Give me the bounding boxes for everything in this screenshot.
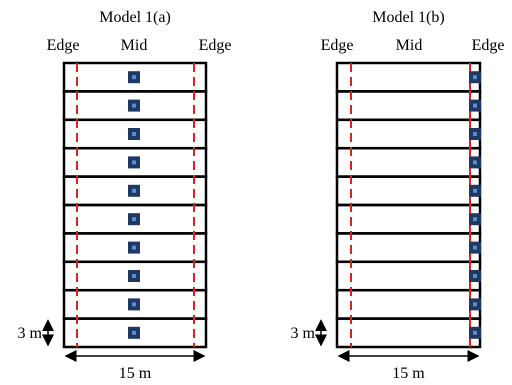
column-marker-dot	[473, 160, 477, 165]
floor	[335, 232, 482, 264]
column-marker-dot	[132, 103, 136, 108]
column-marker-dot	[132, 245, 136, 250]
height-label: 3 m	[18, 325, 43, 342]
column-marker-dot	[132, 217, 136, 222]
floor	[335, 260, 482, 292]
position-label: Edge	[321, 37, 354, 54]
floor	[335, 175, 482, 207]
column-marker-dot	[132, 75, 136, 80]
floor	[335, 146, 482, 178]
column-marker-dot	[473, 103, 477, 108]
floor	[335, 203, 482, 235]
height-label: 3 m	[291, 325, 316, 342]
model-title: Model 1(a)	[99, 9, 171, 26]
floor	[335, 61, 482, 93]
width-label: 15 m	[392, 365, 425, 382]
position-label: Edge	[472, 37, 505, 54]
floor	[335, 118, 482, 150]
column-marker-dot	[132, 188, 136, 193]
floor	[335, 90, 482, 122]
column-marker-dot	[473, 302, 477, 307]
position-label: Mid	[121, 37, 148, 54]
model-title: Model 1(b)	[372, 9, 444, 26]
column-marker-dot	[473, 274, 477, 278]
floor	[335, 288, 482, 320]
floor	[335, 317, 482, 349]
column-marker-dot	[473, 217, 477, 222]
column-marker-dot	[473, 132, 477, 136]
column-marker-dot	[473, 75, 477, 80]
width-label: 15 m	[119, 365, 152, 382]
column-marker-dot	[473, 330, 477, 335]
column-marker-dot	[132, 330, 136, 335]
floor	[62, 317, 208, 349]
column-marker-dot	[473, 245, 477, 250]
position-label: Edge	[47, 37, 80, 54]
column-marker-dot	[132, 132, 136, 136]
position-label: Mid	[396, 37, 423, 54]
position-label: Edge	[199, 37, 232, 54]
column-marker-dot	[132, 274, 136, 278]
column-marker-dot	[132, 160, 136, 165]
column-marker-dot	[473, 188, 477, 193]
column-marker-dot	[132, 302, 136, 307]
